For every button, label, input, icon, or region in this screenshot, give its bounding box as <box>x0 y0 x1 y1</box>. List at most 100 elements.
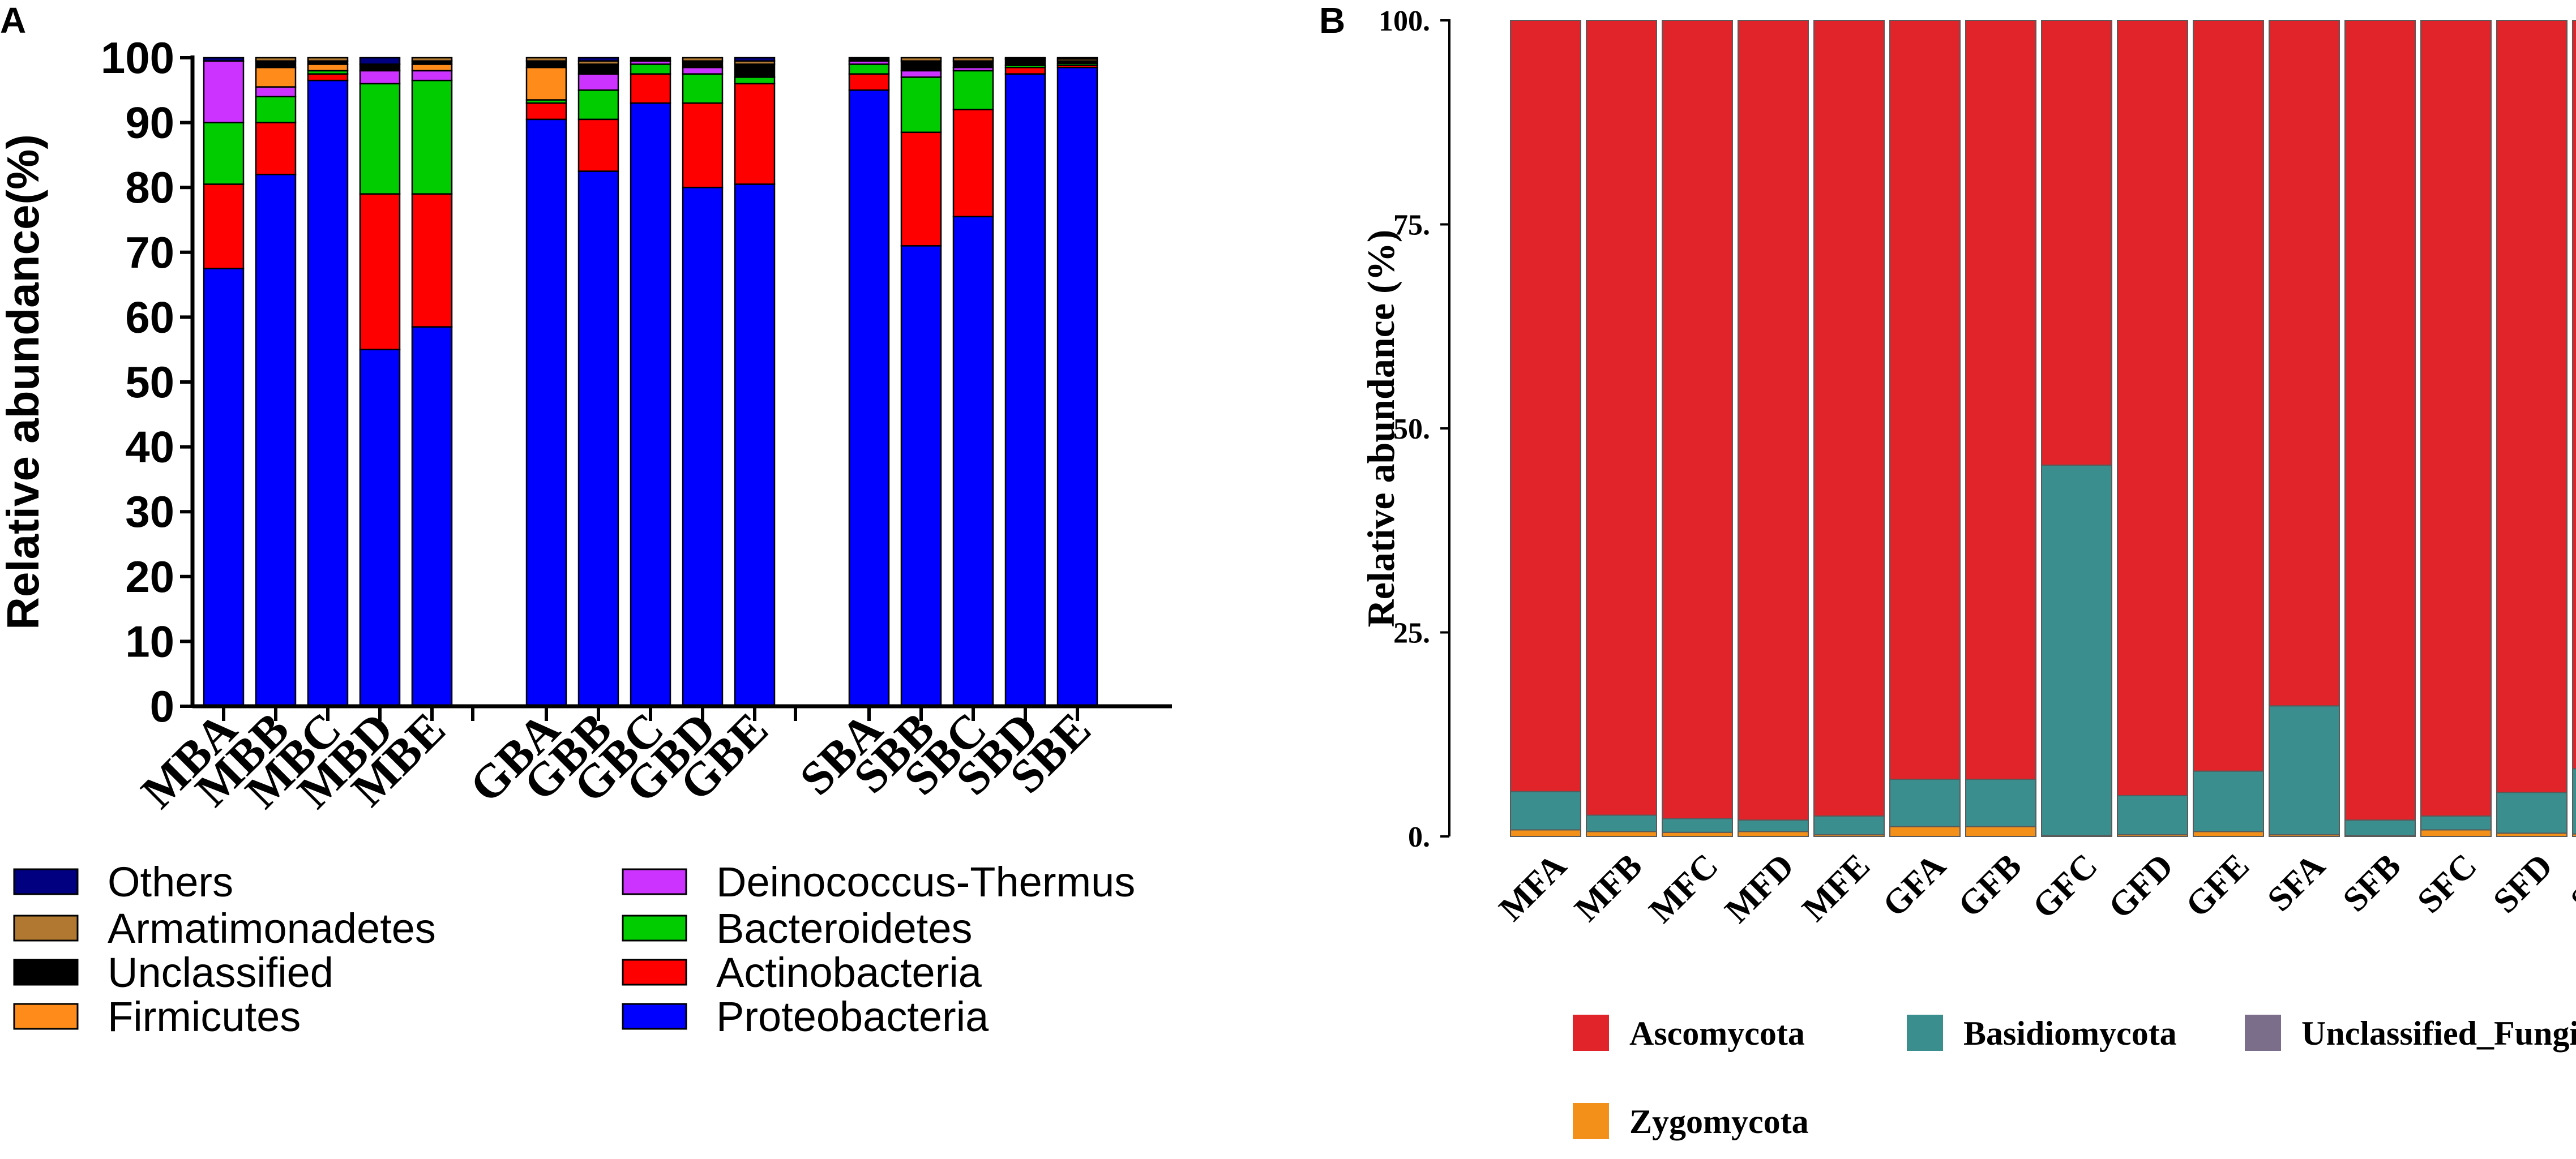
bar-sbb-armatimonadetes <box>900 57 942 62</box>
y-tick-label-10: 10 <box>125 616 174 666</box>
bar-gfb-zygomycota <box>1965 826 2036 838</box>
x-tick-label-mfe: MFE <box>1795 847 1877 929</box>
bar-sfa-basidiomycota <box>2269 705 2340 836</box>
bar-mbb-actinobacteria <box>255 122 297 175</box>
y-tick-label-50: 50 <box>125 357 174 407</box>
legend-label-basidiomycota: Basidiomycota <box>1963 1015 2177 1052</box>
bar-sba-bacteroidetes <box>848 63 890 75</box>
bar-gbb-deinococcus-thermus <box>577 73 619 91</box>
bar-gbc-actinobacteria <box>630 73 671 104</box>
x-tick-label-mfd: MFD <box>1718 847 1802 930</box>
bar-mbd-deinococcus-thermus <box>359 70 401 85</box>
bar-gbc-bacteroidetes <box>630 63 671 75</box>
y-tick-label-60: 60 <box>125 292 174 342</box>
bar-mba-deinococcus-thermus <box>203 60 245 123</box>
bar-mbe-deinococcus-thermus <box>411 70 453 81</box>
bar-sba-unclassified <box>848 57 890 62</box>
x-tick-label-sfb: SFB <box>2335 847 2408 919</box>
y-tick-label-100: 100. <box>1379 5 1430 37</box>
y-axis-title: Relative abundance(%) <box>0 134 48 630</box>
bar-gfe-ascomycota <box>2193 20 2264 772</box>
bar-mbe-bacteroidetes <box>411 79 453 195</box>
legend-label-actinobacteria: Actinobacteria <box>716 949 982 996</box>
bar-gbc-proteobacteria <box>630 102 671 707</box>
bar-mbc-actinobacteria <box>307 73 349 81</box>
bar-sfa-ascomycota <box>2269 20 2340 707</box>
bar-mbc-proteobacteria <box>307 79 349 707</box>
bar-sbb-proteobacteria <box>900 245 942 707</box>
x-tick-label-gfd: GFD <box>2101 847 2181 926</box>
legend-swatch-deinococcus-thermus <box>622 868 687 895</box>
legend-swatch-armatimonadetes <box>13 915 79 942</box>
bar-sfe-zygomycota <box>2572 833 2576 837</box>
bar-mfa-zygomycota <box>1510 829 1581 837</box>
bar-gbb-proteobacteria <box>577 170 619 707</box>
y-tick-label-0: 0 <box>150 681 174 731</box>
bar-sbd-unclassified <box>1004 58 1046 67</box>
bar-mfa-ascomycota <box>1510 20 1581 792</box>
bar-sfe-ascomycota <box>2572 20 2576 770</box>
bar-sbc-bacteroidetes <box>952 70 994 110</box>
bar-mbb-deinococcus-thermus <box>255 86 297 98</box>
legend-label-unclassified-fungi: Unclassified_Fungi <box>2301 1015 2576 1052</box>
bar-gba-firmicutes <box>525 66 567 101</box>
bar-gba-proteobacteria <box>525 118 567 707</box>
bar-sbc-unclassified <box>952 60 994 68</box>
bar-mba-proteobacteria <box>203 268 245 707</box>
bar-gbe-others <box>734 57 776 62</box>
panel-b-chart: Relative abundance (%) 0. 25. 50. 75. 100. MFA… <box>1359 5 2576 1140</box>
y-tick-label-70: 70 <box>125 227 174 277</box>
legend-swatch-firmicutes <box>13 1003 79 1030</box>
panel-a-chart: Relative abundance(%) 0 10 20 30 40 50 60 70 80 90… <box>0 33 1172 1040</box>
panel-a-letter: A <box>0 0 26 41</box>
bar-mbb-bacteroidetes <box>255 96 297 123</box>
x-tick-label-gfc: GFC <box>2025 847 2105 926</box>
x-tick-label-gfb: GFB <box>1951 847 2029 925</box>
legend-label-firmicutes: Firmicutes <box>108 993 301 1040</box>
bar-mfc-basidiomycota <box>1662 818 1733 833</box>
legend-swatch-ascomycota <box>1573 1015 1609 1051</box>
y-tick-label-30: 30 <box>125 487 174 536</box>
bar-mbe-firmicutes <box>411 63 453 72</box>
bar-sfb-basidiomycota <box>2344 819 2416 836</box>
x-tick-label-mfc: MFC <box>1642 847 1726 930</box>
bar-mba-bacteroidetes <box>203 122 245 185</box>
bar-gbc-unclassified <box>630 57 671 62</box>
legend-swatch-others <box>13 868 79 895</box>
legend-swatch-proteobacteria <box>622 1003 687 1030</box>
bar-mfe-basidiomycota <box>1813 815 1885 836</box>
bar-gbd-unclassified <box>682 60 724 68</box>
bar-mfd-ascomycota <box>1738 20 1809 821</box>
bar-gbb-others <box>577 57 619 62</box>
x-tick-label-sfd: SFD <box>2486 847 2560 921</box>
bar-gfd-basidiomycota <box>2117 795 2188 836</box>
bar-gba-unclassified <box>525 60 567 68</box>
panel-b-letter: B <box>1319 0 1345 41</box>
bar-mfb-basidiomycota <box>1586 814 1657 832</box>
bar-sbb-actinobacteria <box>900 131 942 247</box>
bar-mbc-firmicutes <box>307 63 349 72</box>
legend-swatch-zygomycota <box>1573 1103 1609 1139</box>
bar-sbb-deinococcus-thermus <box>900 70 942 78</box>
y-tick-label-0: 0. <box>1408 821 1430 853</box>
bar-mbd-bacteroidetes <box>359 83 401 195</box>
bar-gfa-ascomycota <box>1889 20 1961 780</box>
bar-sba-actinobacteria <box>848 73 890 91</box>
legend-label-others: Others <box>108 858 233 905</box>
legend-swatch-actinobacteria <box>622 959 687 986</box>
y-tick-label-50: 50. <box>1393 413 1430 445</box>
bar-sbd-proteobacteria <box>1004 73 1046 707</box>
y-axis-title: Relative abundance (%) <box>1359 230 1402 628</box>
bar-gfd-ascomycota <box>2117 20 2188 796</box>
bar-gbe-proteobacteria <box>734 183 776 707</box>
legend-label-armatimonadetes: Armatimonadetes <box>108 905 436 952</box>
bar-sbc-armatimonadetes <box>952 57 994 62</box>
legend-swatch-unclassified-fungi <box>2245 1015 2281 1051</box>
legend-swatch-basidiomycota <box>1907 1015 1943 1051</box>
bar-sbb-bacteroidetes <box>900 76 942 134</box>
bar-sbe-others <box>1056 57 1098 60</box>
bar-gfa-zygomycota <box>1889 826 1961 838</box>
bar-sbd-actinobacteria <box>1004 66 1046 75</box>
bar-mbb-unclassified <box>255 60 297 68</box>
legend-swatch-bacteroidetes <box>622 915 687 942</box>
